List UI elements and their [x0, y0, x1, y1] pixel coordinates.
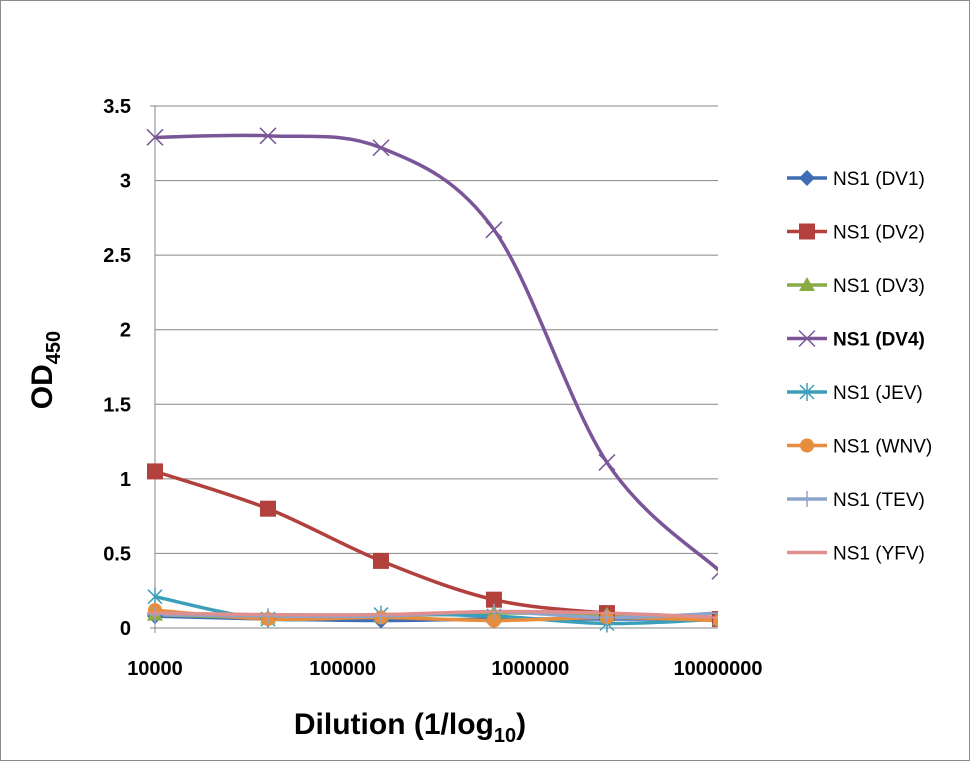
- legend-item: NS1 (WNV): [787, 437, 932, 458]
- series-lines: [154, 133, 718, 626]
- data-point: [485, 221, 503, 239]
- y-tick-label: 1: [120, 469, 131, 491]
- y-tick-label: 3.5: [103, 96, 131, 118]
- legend-label: NS1 (DV3): [833, 276, 925, 297]
- y-tick-label: 3: [120, 171, 131, 193]
- series-line: [154, 133, 718, 572]
- x-tick-label: 100000: [309, 658, 376, 680]
- legend-label: NS1 (DV1): [833, 169, 925, 190]
- y-axis-title-sub: 450: [43, 331, 65, 364]
- legend-item: NS1 (TEV): [787, 490, 925, 511]
- data-point: [372, 139, 390, 157]
- legend-marker: [799, 277, 815, 291]
- data-point: [711, 562, 718, 580]
- legend: NS1 (DV1) NS1 (DV2) NS1 (DV3) NS1 (DV4) NS1 …: [787, 169, 932, 565]
- data-point: [711, 612, 718, 614]
- legend-marker: [798, 329, 816, 348]
- data-point: [712, 613, 718, 628]
- legend-label: NS1 (DV2): [833, 223, 925, 244]
- legend-label: NS1 (YFV): [833, 544, 925, 565]
- legend-marker: [800, 438, 814, 453]
- legend-marker: [799, 383, 815, 401]
- y-axis-title-main: OD: [26, 364, 59, 409]
- legend-marker: [799, 491, 815, 507]
- legend-item: NS1 (DV2): [787, 223, 925, 244]
- x-tick-labels: 10000 100000 1000000 10000000: [127, 658, 762, 680]
- data-point: [259, 608, 276, 625]
- x-axis-title-end: ): [516, 708, 526, 741]
- legend-marker: [799, 223, 815, 240]
- legend-item: NS1 (YFV): [787, 544, 925, 565]
- legend-marker: [799, 170, 815, 186]
- data-point: [259, 127, 277, 145]
- legend-label: NS1 (TEV): [833, 490, 925, 511]
- series-marker-group: [147, 610, 718, 619]
- x-axis-title-sub: 10: [494, 725, 516, 747]
- data-point: [485, 591, 502, 608]
- series-marker-group: [146, 127, 718, 580]
- data-point: [598, 453, 616, 471]
- y-tick-label: 0: [120, 618, 131, 640]
- legend-item: NS1 (DV3): [787, 276, 925, 297]
- y-tick-label: 2: [120, 320, 131, 342]
- series-marker-group: [147, 587, 718, 633]
- series-line: [154, 609, 718, 620]
- data-point: [259, 500, 276, 517]
- series-line: [154, 469, 718, 621]
- data-point: [147, 606, 163, 623]
- legend-item: NS1 (DV4): [787, 330, 925, 351]
- x-axis-title: Dilution (1/log10): [294, 708, 526, 747]
- data-point: [372, 608, 389, 625]
- x-axis-title-main: Dilution (1/log: [294, 708, 494, 741]
- x-tick-label: 10000000: [674, 658, 763, 680]
- data-point: [372, 552, 389, 569]
- y-tick-label: 0.5: [103, 543, 131, 565]
- y-axis-title: OD450: [26, 331, 65, 409]
- data-point: [147, 463, 163, 480]
- legend-item: NS1 (DV1): [787, 169, 925, 190]
- legend-item: NS1 (JEV): [787, 383, 923, 404]
- y-tick-label: 1.5: [103, 394, 131, 416]
- legend-label: NS1 (WNV): [833, 437, 932, 458]
- legend-label: NS1 (JEV): [833, 383, 923, 404]
- gridlines: [150, 105, 718, 554]
- x-tick-label: 10000: [127, 658, 183, 680]
- data-point: [147, 587, 163, 606]
- x-tick-label: 1000000: [491, 658, 569, 680]
- y-tick-label: 2.5: [103, 245, 131, 267]
- legend-label: NS1 (DV4): [833, 330, 925, 351]
- series-markers: [146, 127, 718, 633]
- data-point: [146, 128, 164, 146]
- y-tick-labels: 0 0.5 1 1.5 2 2.5 3 3.5: [103, 96, 131, 640]
- series-marker-group: [147, 463, 718, 628]
- data-point: [486, 613, 501, 628]
